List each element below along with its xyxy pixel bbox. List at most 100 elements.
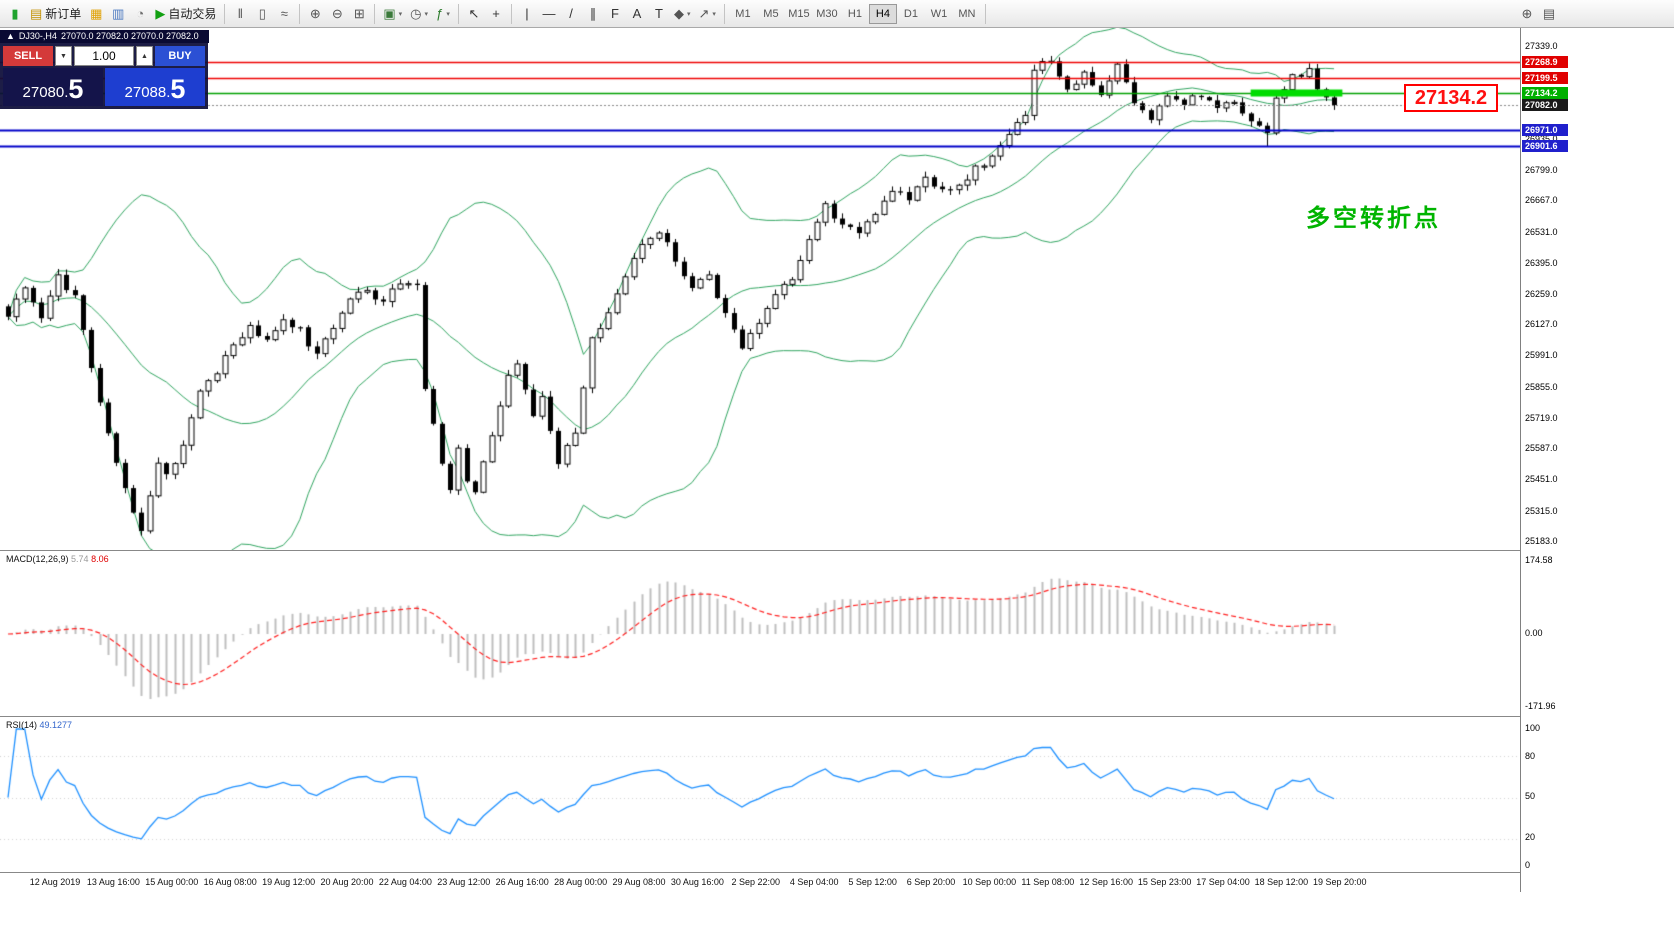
time-label: 28 Aug 00:00 xyxy=(554,877,608,887)
line-chart-button[interactable]: ≈ xyxy=(273,3,295,25)
data-window-icon-glyph: ▥ xyxy=(112,6,125,21)
price-tick: 27339.0 xyxy=(1525,41,1558,51)
timeframe-w1-button[interactable]: W1 xyxy=(925,4,953,24)
macd-canvas[interactable] xyxy=(0,550,1520,716)
vertical-line-button-glyph: | xyxy=(525,6,529,21)
sell-price[interactable]: 27080. 5 xyxy=(3,68,103,106)
trendline-button[interactable]: / xyxy=(560,3,582,25)
shapes-button-glyph: ◆ xyxy=(674,6,684,21)
auto-trading-button-label: 自动交易 xyxy=(168,7,217,21)
candlestick-chart-button[interactable]: ▯ xyxy=(251,3,273,25)
timeframe-m5-button[interactable]: M5 xyxy=(757,4,785,24)
indicators-button-caret-icon: ▾ xyxy=(446,10,450,18)
toolbar-group: ‖ ▯ ≈ xyxy=(229,3,295,25)
cursor-button[interactable]: ↖ xyxy=(463,3,485,25)
buy-price-big: 5 xyxy=(170,74,186,105)
sell-button[interactable]: SELL xyxy=(3,46,53,66)
timeframe-h1-button[interactable]: H1 xyxy=(841,4,869,24)
timeframe-m15-button[interactable]: M15 xyxy=(785,4,813,24)
timeframe-m30-button[interactable]: M30 xyxy=(813,4,841,24)
vertical-line-button[interactable]: | xyxy=(516,3,538,25)
toolbar-separator xyxy=(984,3,986,24)
trade-controls-row: SELL ▼ ▲ BUY xyxy=(3,46,205,66)
channel-button-glyph: ∥ xyxy=(589,6,597,21)
new-chart-button-caret-icon: ▾ xyxy=(398,10,403,18)
time-label: 20 Aug 20:00 xyxy=(320,877,374,887)
window-list-icon[interactable]: ▤ xyxy=(1538,3,1560,25)
price-tick: 25855.0 xyxy=(1525,381,1558,392)
timeframe-mn-button[interactable]: MN xyxy=(953,4,981,24)
macd-axis-zero: 0.00 xyxy=(1525,628,1543,638)
zoom-out-button[interactable]: ⊖ xyxy=(326,3,348,25)
buy-price[interactable]: 27088. 5 xyxy=(105,68,205,106)
main-chart-canvas[interactable] xyxy=(0,28,1520,550)
macd-name: MACD(12,26,9) xyxy=(6,554,69,564)
time-label: 19 Sep 20:00 xyxy=(1313,877,1367,887)
toolbar-group: ⊕ ▤ xyxy=(1516,3,1560,25)
time-label: 16 Aug 08:00 xyxy=(203,877,257,887)
time-label: 11 Sep 08:00 xyxy=(1021,877,1075,887)
indicators-button[interactable]: ƒ ▾ xyxy=(432,3,454,25)
price-tick: 25719.0 xyxy=(1525,412,1558,423)
buy-button[interactable]: BUY xyxy=(155,46,205,66)
rsi-value: 49.1277 xyxy=(39,720,73,730)
bar-chart-button-glyph: ‖ xyxy=(237,6,244,21)
volume-stepper-button[interactable]: ▲ xyxy=(136,46,153,66)
price-badge: 27082.0 xyxy=(1522,99,1568,111)
crosshair-button-glyph: + xyxy=(492,6,500,21)
price-tick: 26799.0 xyxy=(1525,164,1558,175)
fibonacci-button[interactable]: F xyxy=(604,3,626,25)
timeframe-d1-button[interactable]: D1 xyxy=(897,4,925,24)
price-annotation-box[interactable]: 27134.2 xyxy=(1404,84,1498,112)
bar-chart-button[interactable]: ‖ xyxy=(229,3,251,25)
toolbar-separator xyxy=(723,3,725,24)
shapes-button[interactable]: ◆ ▾ xyxy=(670,3,695,25)
zoom-in-button[interactable]: ⊕ xyxy=(304,3,326,25)
navigator-icon[interactable]: ◔ xyxy=(129,3,151,25)
price-tick: 25315.0 xyxy=(1525,505,1558,516)
arrows-button[interactable]: ↗ ▾ xyxy=(695,3,720,25)
rsi-axis-50: 50 xyxy=(1525,791,1536,801)
time-label: 12 Sep 16:00 xyxy=(1079,877,1133,887)
macd-value-signal: 8.06 xyxy=(91,554,109,564)
tile-windows-button-glyph: ⊞ xyxy=(353,6,365,21)
price-badge: 27199.5 xyxy=(1522,72,1568,85)
search-icon[interactable]: ⊕ xyxy=(1516,3,1538,25)
market-watch-icon[interactable]: ▦ xyxy=(85,3,107,25)
chart-window: ▲ DJ30-,H4 27070.0 27082.0 27070.0 27082.0… xyxy=(0,28,1674,950)
new-order-button[interactable]: ▤ 新订单 xyxy=(26,3,85,25)
macd-axis-max: 174.58 xyxy=(1525,555,1553,565)
price-tick: 25587.0 xyxy=(1525,443,1558,454)
time-axis-separator xyxy=(0,872,1674,873)
new-chart-button[interactable]: ▣ ▾ xyxy=(379,3,406,25)
app-icon: ▮ xyxy=(4,3,26,25)
zoom-out-button-glyph: ⊖ xyxy=(331,6,343,21)
navigator-icon-glyph: ◔ xyxy=(136,6,145,21)
tile-windows-button[interactable]: ⊞ xyxy=(348,3,370,25)
crosshair-button[interactable]: + xyxy=(485,3,507,25)
timeframe-m1-button[interactable]: M1 xyxy=(729,4,757,24)
auto-trading-button-glyph: ▶ xyxy=(155,6,166,21)
time-label: 13 Aug 16:00 xyxy=(86,877,140,887)
macd-label: MACD(12,26,9) 5.74 8.06 xyxy=(6,554,109,564)
profiles-button[interactable]: ◷ ▾ xyxy=(406,3,432,25)
time-label: 29 Aug 08:00 xyxy=(612,877,666,887)
new-chart-button-glyph: ▣ xyxy=(383,6,396,21)
price-axis[interactable]: 174.58 0.00 -171.96 100 80 50 20 0 27339… xyxy=(1520,28,1674,892)
time-label: 5 Sep 12:00 xyxy=(848,877,897,887)
arrows-button-glyph: ↗ xyxy=(698,6,710,21)
timeframe-h4-button[interactable]: H4 xyxy=(868,3,897,24)
volume-input[interactable] xyxy=(74,46,134,66)
channel-button[interactable]: ∥ xyxy=(582,3,604,25)
auto-trading-button[interactable]: ▶ 自动交易 xyxy=(151,3,220,25)
horizontal-line-button[interactable]: — xyxy=(538,3,560,25)
time-axis[interactable]: 12 Aug 2019 13 Aug 16:00 15 Aug 00:00 16 Au… xyxy=(0,872,1674,894)
price-tick: 26395.0 xyxy=(1525,257,1558,268)
text-label-button[interactable]: T xyxy=(648,3,670,25)
text-button[interactable]: A xyxy=(626,3,648,25)
rsi-canvas[interactable] xyxy=(0,716,1520,872)
data-window-icon[interactable]: ▥ xyxy=(107,3,129,25)
time-label: 26 Aug 16:00 xyxy=(495,877,549,887)
turning-point-label[interactable]: 多空转折点 xyxy=(1306,205,1441,232)
volume-dropdown-button[interactable]: ▼ xyxy=(55,46,72,66)
